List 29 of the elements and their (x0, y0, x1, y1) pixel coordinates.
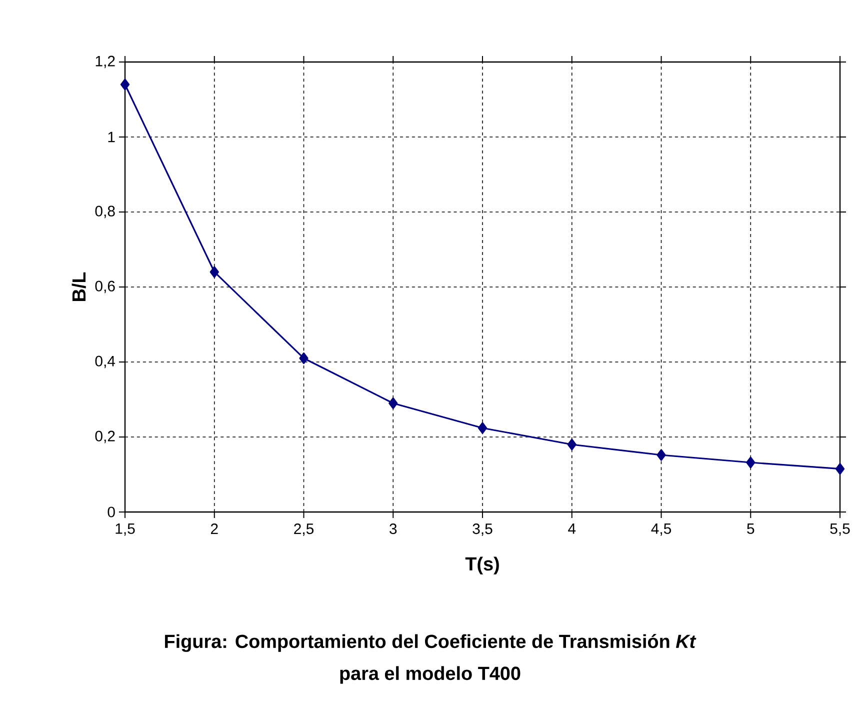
point (746, 456, 756, 468)
x-tick-label: 4,5 (651, 524, 672, 536)
point (299, 352, 308, 364)
x-tick-label: 1,5 (116, 524, 135, 536)
y-tick-label: 0,8 (95, 206, 115, 218)
text: Figura: Comportamiento del Coeficiente de Transmisión Kt (165, 634, 696, 652)
x-tick-label: 5 (747, 524, 754, 534)
y-axis-title: B/L (72, 272, 86, 301)
y-tick-label: 0 (108, 506, 115, 518)
y-tick-label: 0,2 (95, 430, 115, 444)
x-tick-label: 4 (568, 524, 576, 534)
y-tick-label: 0,4 (95, 356, 116, 368)
point (478, 422, 488, 434)
point (120, 78, 130, 90)
x-axis-title: T(s) (465, 556, 499, 574)
y-tick-label: 1 (108, 132, 115, 142)
x-tick-label: 5,5 (830, 524, 850, 536)
text: para el modelo T400 (340, 666, 520, 684)
point (388, 397, 398, 410)
x-tick-label: 2,5 (294, 524, 314, 536)
point (656, 449, 666, 461)
x-tick-label: 3 (390, 524, 397, 534)
point (210, 266, 219, 278)
y-tick-label: 0,6 (95, 280, 115, 294)
y-tick-label: 1,2 (96, 56, 115, 68)
x-tick-label: 3,5 (472, 524, 492, 536)
point (835, 463, 845, 475)
x-tick-label: 2 (210, 524, 218, 534)
point (567, 438, 576, 450)
